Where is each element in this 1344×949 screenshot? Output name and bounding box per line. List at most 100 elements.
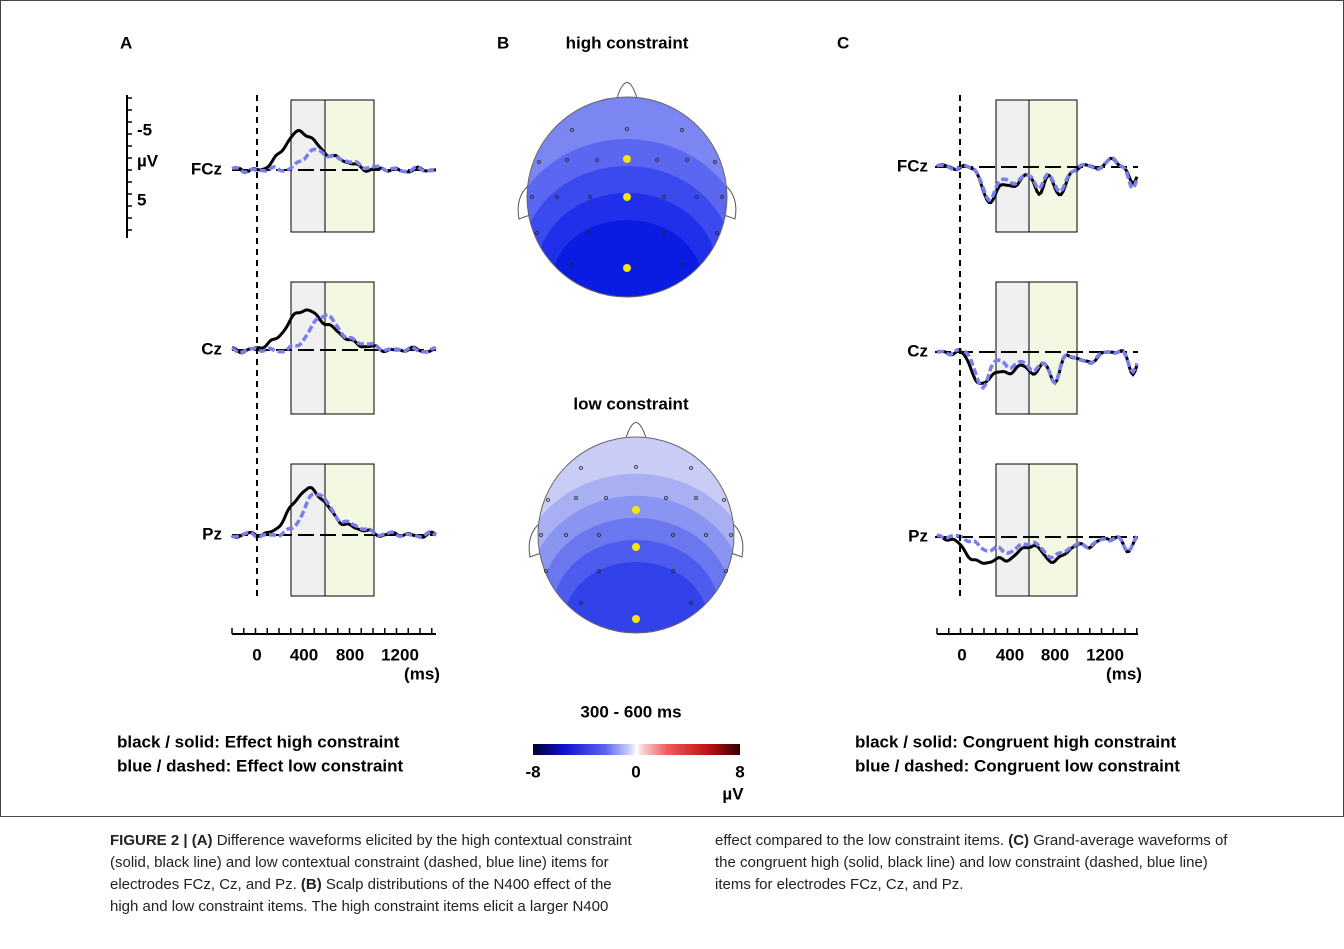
electrode-highlight xyxy=(632,506,640,514)
electrode xyxy=(662,231,666,235)
x-unit: (ms) xyxy=(1106,664,1142,683)
electrode-label: FCz xyxy=(897,156,928,175)
map-title: high constraint xyxy=(566,33,689,52)
colorbar-tick-label: -8 xyxy=(525,762,540,781)
caption: FIGURE 2 | (A) Difference waveforms elic… xyxy=(110,830,1240,918)
wave-low xyxy=(936,156,1139,203)
window-early xyxy=(290,463,326,597)
electrode xyxy=(680,128,684,132)
electrode-highlight xyxy=(632,615,640,623)
caption-text: Difference waveforms elicited by the hig… xyxy=(110,832,632,893)
panel-label: C xyxy=(837,33,849,52)
electrode xyxy=(546,498,550,502)
x-tick-label: 800 xyxy=(336,645,364,664)
window-early xyxy=(995,463,1030,597)
electrode xyxy=(689,466,693,470)
electrode xyxy=(535,231,539,235)
x-tick-label: 0 xyxy=(957,645,966,664)
electrode-label: Cz xyxy=(907,341,928,360)
electrode xyxy=(570,128,574,132)
electrode xyxy=(539,533,543,537)
electrode xyxy=(685,158,689,162)
wave-low xyxy=(936,533,1139,560)
electrode xyxy=(722,498,726,502)
x-tick-label: 400 xyxy=(996,645,1024,664)
electrode xyxy=(680,263,684,267)
electrode xyxy=(597,533,601,537)
caption-text: (C) xyxy=(1008,832,1030,849)
wave-high xyxy=(231,308,437,355)
x-tick-label: 800 xyxy=(1041,645,1069,664)
electrode xyxy=(530,195,534,199)
wave-low xyxy=(231,492,437,540)
colorbar-tick-label: 0 xyxy=(631,762,640,781)
caption-text: (A) xyxy=(191,832,213,849)
electrode xyxy=(720,195,724,199)
scalp-map xyxy=(527,97,727,297)
electrode xyxy=(565,158,569,162)
head-outline xyxy=(537,436,735,634)
y-tick-label: 5 xyxy=(137,190,146,209)
electrode xyxy=(537,160,541,164)
electrode xyxy=(662,195,666,199)
electrode xyxy=(715,231,719,235)
figure: A B C high constraint low constraint 300… xyxy=(0,0,1344,817)
caption-text: FIGURE 2 | xyxy=(110,832,188,849)
electrode xyxy=(588,195,592,199)
scalp-map xyxy=(538,437,734,633)
electrode xyxy=(671,569,675,573)
time-window: 300 - 600 ms xyxy=(580,702,681,721)
window-early xyxy=(290,281,326,415)
electrode xyxy=(689,601,693,605)
panel-label: B xyxy=(497,33,509,52)
electrode xyxy=(604,496,608,500)
electrode xyxy=(704,533,708,537)
legend-entry: black / solid: Effect high constraint xyxy=(117,732,400,751)
panel-label: A xyxy=(120,33,132,52)
window-early xyxy=(290,99,326,233)
electrode-highlight xyxy=(623,264,631,272)
electrode xyxy=(625,127,629,131)
electrode xyxy=(729,533,733,537)
electrode-label: Pz xyxy=(202,524,222,543)
x-unit: (ms) xyxy=(404,664,440,683)
electrode xyxy=(671,533,675,537)
wave-low xyxy=(936,347,1139,390)
colorbar-unit: µV xyxy=(722,784,744,803)
legend-entry: black / solid: Congruent high constraint xyxy=(855,732,1176,751)
x-tick-label: 1200 xyxy=(1086,645,1124,664)
electrode xyxy=(634,465,638,469)
window-late xyxy=(324,99,375,233)
y-unit: µV xyxy=(137,151,159,170)
window-late xyxy=(1028,463,1078,597)
wave-low xyxy=(231,312,437,355)
electrode xyxy=(664,496,668,500)
electrode xyxy=(655,158,659,162)
electrode xyxy=(544,569,548,573)
nose xyxy=(616,82,638,99)
x-tick-label: 0 xyxy=(252,645,261,664)
electrode xyxy=(574,496,578,500)
wave-low xyxy=(231,147,437,175)
electrode xyxy=(588,231,592,235)
contour xyxy=(552,220,702,297)
colorbar xyxy=(533,744,740,755)
electrode-highlight xyxy=(623,155,631,163)
x-tick-label: 400 xyxy=(290,645,318,664)
window-late xyxy=(1028,281,1078,415)
caption-text: Scalp distributions of the N400 effect o… xyxy=(110,832,1005,915)
y-tick-label: -5 xyxy=(137,120,152,139)
electrode xyxy=(579,601,583,605)
electrode xyxy=(694,496,698,500)
map-title: low constraint xyxy=(573,394,689,413)
head-outline xyxy=(526,96,728,298)
electrode xyxy=(595,158,599,162)
electrode-label: Pz xyxy=(908,526,928,545)
electrode xyxy=(597,569,601,573)
electrode-label: FCz xyxy=(191,159,222,178)
legend-entry: blue / dashed: Congruent low constraint xyxy=(855,756,1180,775)
colorbar-tick-label: 8 xyxy=(735,762,744,781)
nose xyxy=(625,422,647,439)
electrode xyxy=(724,569,728,573)
